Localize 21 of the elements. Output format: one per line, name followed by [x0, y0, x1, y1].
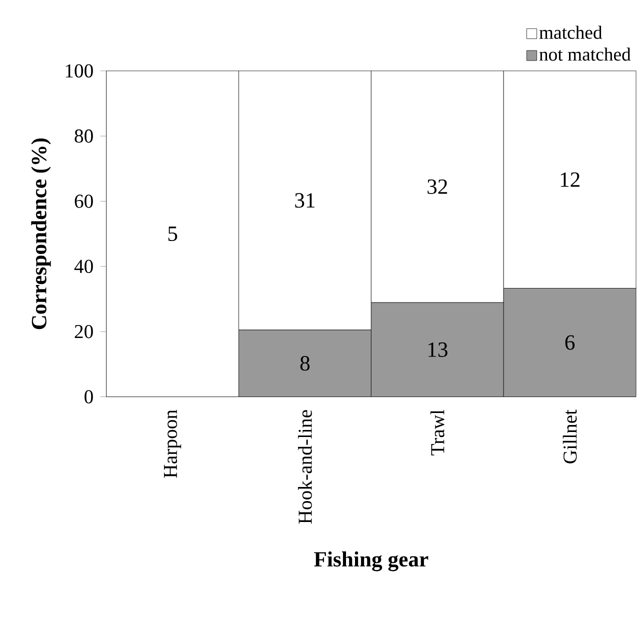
y-tick-label: 0: [84, 390, 93, 404]
annotation: 12: [560, 172, 580, 187]
annotation: 31: [295, 192, 314, 208]
x-tick-label: Gillnet: [562, 409, 577, 464]
x-axis-title: Fishing gear: [314, 551, 428, 572]
y-tick-label: 40: [74, 260, 93, 273]
x-tick-label: Harpoon: [164, 410, 182, 478]
y-tick-label: 100: [66, 64, 93, 78]
legend-label: not matched: [539, 47, 631, 61]
annotation: 32: [428, 179, 448, 194]
y-tick-label: 60: [74, 194, 93, 208]
y-tick-label: 80: [74, 129, 93, 143]
legend-label: matched: [539, 26, 602, 39]
x-tick-label: Trawl: [430, 410, 444, 456]
annotation: 5: [168, 226, 178, 241]
annotation: 6: [565, 335, 575, 350]
annotation: 13: [428, 342, 448, 357]
y-axis-title: Correspondence (%): [31, 138, 51, 329]
y-tick-label: 20: [74, 324, 93, 338]
annotation: 8: [300, 356, 310, 371]
x-tick-label: Hook-and-line: [298, 410, 312, 524]
